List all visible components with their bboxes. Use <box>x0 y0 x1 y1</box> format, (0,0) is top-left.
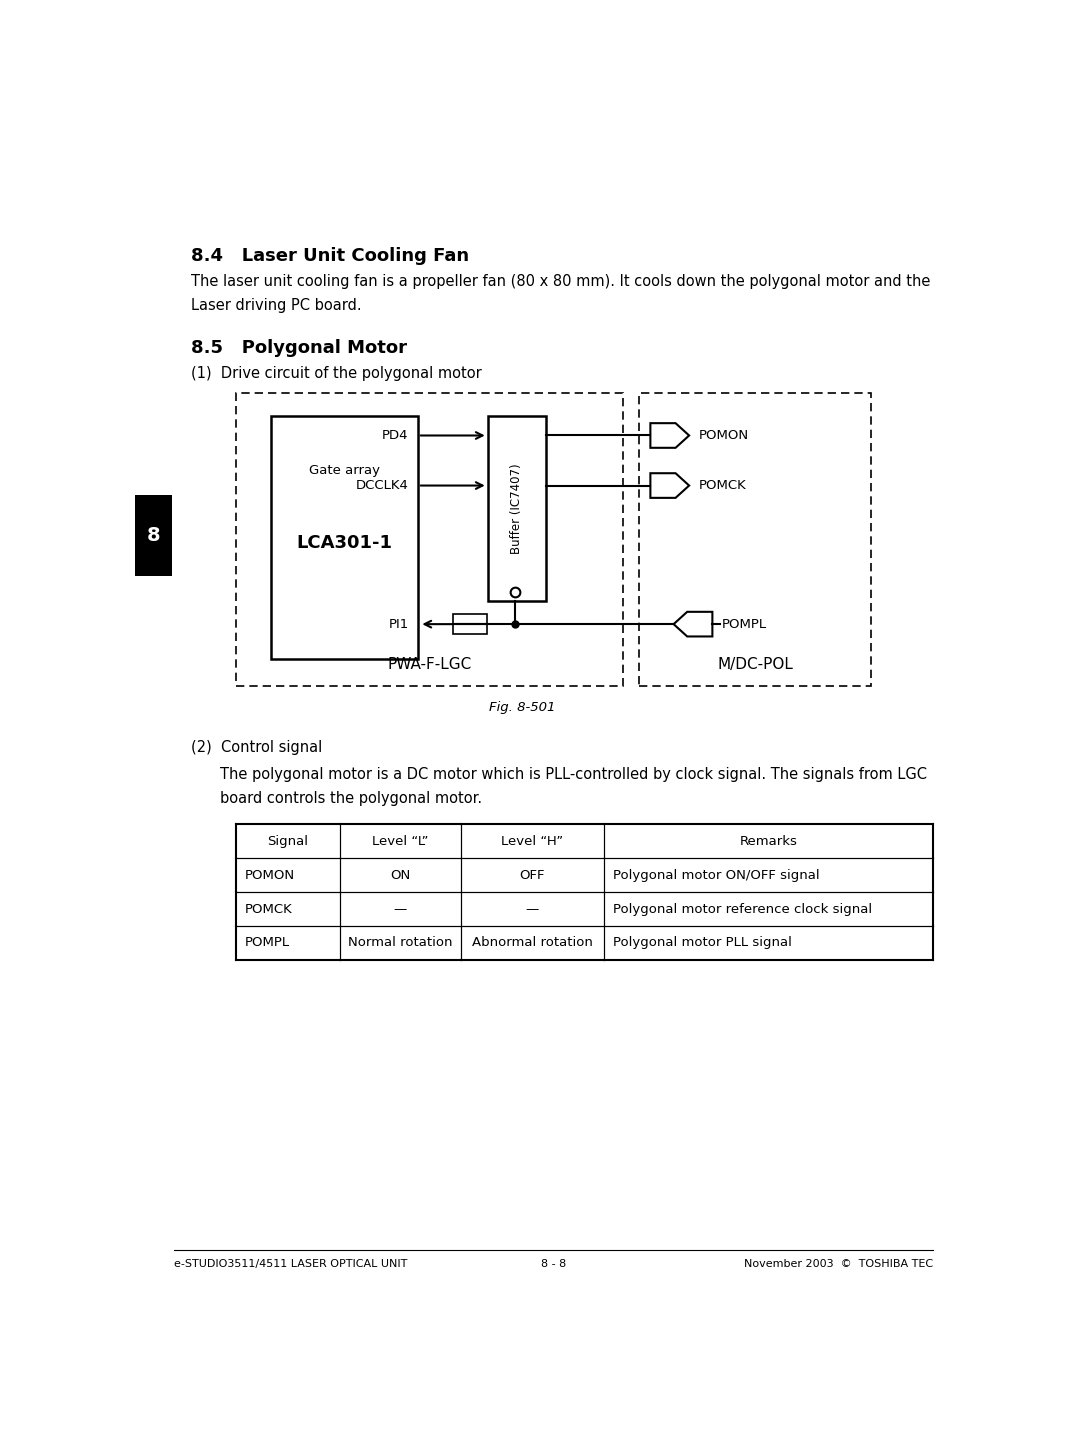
Text: POMCK: POMCK <box>245 902 293 915</box>
Polygon shape <box>650 473 689 497</box>
Text: ON: ON <box>390 869 410 882</box>
Text: Buffer (IC7407): Buffer (IC7407) <box>510 464 523 553</box>
Text: PI1: PI1 <box>389 618 408 631</box>
Text: POMPL: POMPL <box>245 937 291 950</box>
Text: (2)  Control signal: (2) Control signal <box>191 739 322 755</box>
Text: OFF: OFF <box>519 869 545 882</box>
Text: 8: 8 <box>147 526 161 545</box>
Text: The laser unit cooling fan is a propeller fan (80 x 80 mm). It cools down the po: The laser unit cooling fan is a propelle… <box>191 274 930 288</box>
Text: PWA-F-LGC: PWA-F-LGC <box>388 657 472 672</box>
Text: POMCK: POMCK <box>699 478 746 491</box>
FancyBboxPatch shape <box>488 416 545 601</box>
Text: (1)  Drive circuit of the polygonal motor: (1) Drive circuit of the polygonal motor <box>191 366 482 382</box>
Text: Abnormal rotation: Abnormal rotation <box>472 937 593 950</box>
Text: Signal: Signal <box>268 834 309 847</box>
Text: Level “L”: Level “L” <box>373 834 429 847</box>
Text: Polygonal motor reference clock signal: Polygonal motor reference clock signal <box>613 902 873 915</box>
Text: DCCLK4: DCCLK4 <box>355 478 408 491</box>
Text: Remarks: Remarks <box>740 834 797 847</box>
Text: M/DC-POL: M/DC-POL <box>717 657 793 672</box>
Text: e-STUDIO3511/4511 LASER OPTICAL UNIT: e-STUDIO3511/4511 LASER OPTICAL UNIT <box>174 1259 407 1270</box>
Text: PD4: PD4 <box>382 429 408 442</box>
Text: —: — <box>394 902 407 915</box>
Text: POMON: POMON <box>245 869 295 882</box>
Text: POMPL: POMPL <box>721 618 767 631</box>
Text: 8 - 8: 8 - 8 <box>541 1259 566 1270</box>
Text: November 2003  ©  TOSHIBA TEC: November 2003 © TOSHIBA TEC <box>744 1259 933 1270</box>
FancyBboxPatch shape <box>271 416 418 659</box>
Text: Normal rotation: Normal rotation <box>348 937 453 950</box>
Text: Polygonal motor PLL signal: Polygonal motor PLL signal <box>613 937 792 950</box>
Text: Gate array: Gate array <box>309 464 380 477</box>
Text: 8.5   Polygonal Motor: 8.5 Polygonal Motor <box>191 339 407 357</box>
Text: board controls the polygonal motor.: board controls the polygonal motor. <box>220 791 483 806</box>
Text: POMON: POMON <box>699 429 748 442</box>
Text: Level “H”: Level “H” <box>501 834 564 847</box>
Polygon shape <box>674 612 713 637</box>
Text: Polygonal motor ON/OFF signal: Polygonal motor ON/OFF signal <box>613 869 820 882</box>
Polygon shape <box>650 424 689 448</box>
FancyBboxPatch shape <box>454 614 487 634</box>
Text: Laser driving PC board.: Laser driving PC board. <box>191 298 362 314</box>
Text: The polygonal motor is a DC motor which is PLL-controlled by clock signal. The s: The polygonal motor is a DC motor which … <box>220 767 928 781</box>
Text: Fig. 8-501: Fig. 8-501 <box>489 702 556 715</box>
Text: 8.4   Laser Unit Cooling Fan: 8.4 Laser Unit Cooling Fan <box>191 246 469 265</box>
FancyBboxPatch shape <box>135 496 172 576</box>
Text: LCA301-1: LCA301-1 <box>296 535 392 552</box>
Text: —: — <box>526 902 539 915</box>
